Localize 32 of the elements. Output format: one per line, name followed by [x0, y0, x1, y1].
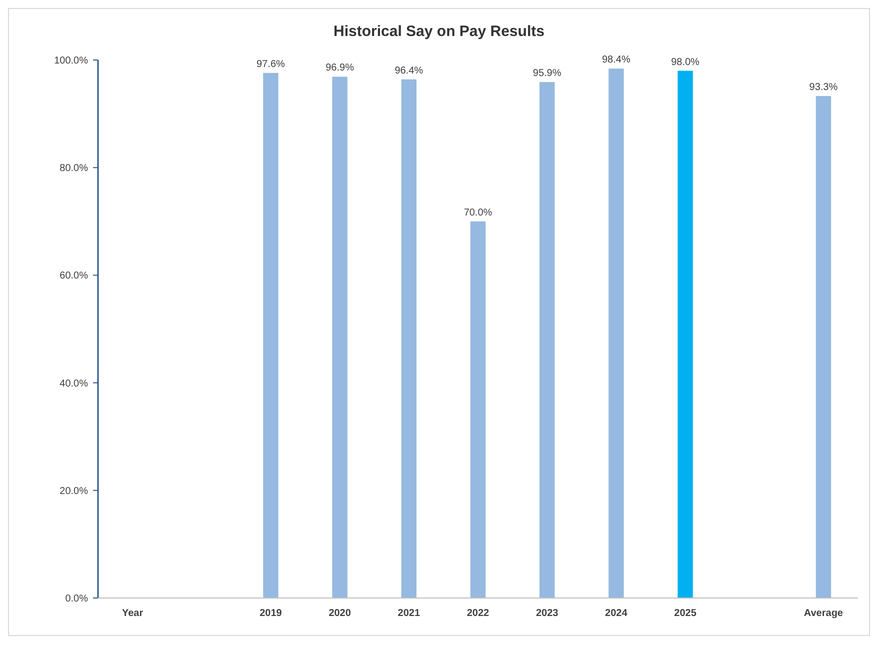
- y-tick-label: 80.0%: [60, 163, 88, 174]
- y-tick-label: 60.0%: [60, 270, 88, 282]
- bar: [263, 72, 278, 598]
- data-label: 97.6%: [256, 58, 286, 70]
- y-tick-label: 100.0%: [54, 56, 88, 66]
- data-label: 95.9%: [532, 68, 562, 80]
- x-tick-label: 2020: [328, 608, 352, 619]
- bar: [539, 82, 555, 598]
- x-tick-label: Year: [122, 608, 144, 619]
- data-label: 98.4%: [602, 54, 630, 66]
- bar: [678, 70, 693, 598]
- y-tick-label: 0.0%: [65, 594, 88, 604]
- data-label: 70.0%: [464, 207, 492, 218]
- x-tick-label: Average: [804, 608, 844, 619]
- bar: [401, 79, 417, 598]
- bar: [608, 68, 624, 598]
- data-label: 96.9%: [326, 62, 354, 74]
- x-tick-label: 2021: [398, 608, 420, 619]
- x-tick-label: 2024: [605, 608, 628, 619]
- data-label: 93.3%: [809, 82, 838, 94]
- bar: [470, 221, 486, 598]
- data-label: 96.4%: [394, 65, 424, 76]
- data-label: 98.0%: [671, 56, 700, 68]
- y-tick-label: 20.0%: [60, 486, 88, 497]
- x-tick-label: 2019: [260, 608, 282, 619]
- bar: [332, 76, 348, 598]
- x-tick-label: 2025: [674, 608, 697, 619]
- x-tick-label: 2022: [466, 608, 490, 619]
- x-tick-label: 2023: [536, 608, 559, 619]
- chart-title: Historical Say on Pay Results: [334, 23, 544, 40]
- y-tick-label: 40.0%: [60, 378, 88, 390]
- bar: [816, 96, 832, 598]
